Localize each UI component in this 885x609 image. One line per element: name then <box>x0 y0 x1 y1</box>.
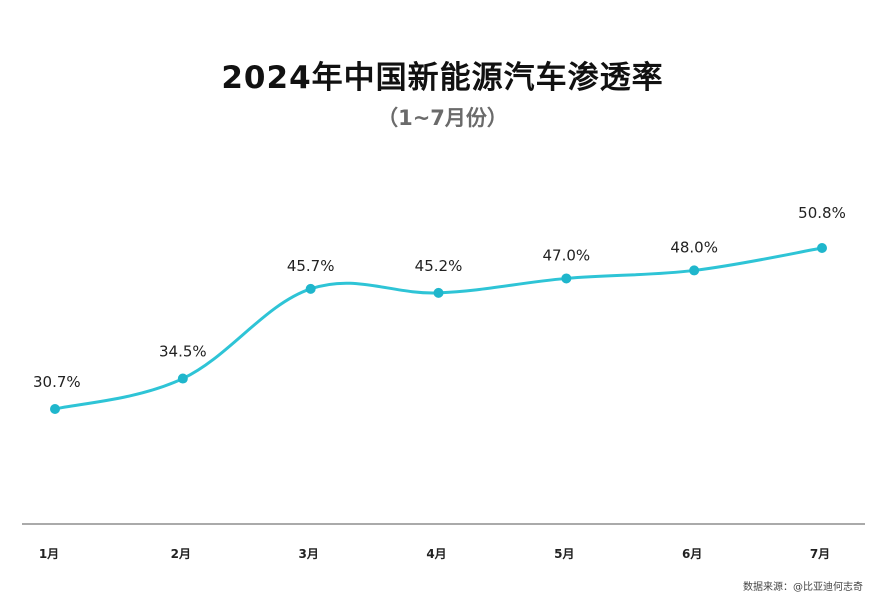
x-tick-label: 4月 <box>426 547 446 561</box>
data-point <box>817 243 827 253</box>
data-point <box>177 373 188 384</box>
data-source-note: 数据来源：@比亚迪何志奇 <box>743 582 863 593</box>
data-labels-layer: 30.7% 34.5% 45.7% 45.2% 47.0% 48.0% 50.8% <box>33 204 846 391</box>
data-point <box>561 273 572 284</box>
x-tick-labels-layer: 1月 2月 3月 4月 5月 6月 7月 <box>39 547 830 561</box>
data-point <box>433 287 444 298</box>
data-label: 45.7% <box>287 257 335 275</box>
data-label: 30.7% <box>33 373 81 391</box>
data-point <box>305 283 316 294</box>
x-tick-label: 7月 <box>810 547 830 561</box>
data-label: 34.5% <box>159 343 207 361</box>
data-label: 50.8% <box>798 204 846 222</box>
data-label: 48.0% <box>670 238 718 256</box>
data-label: 47.0% <box>543 246 591 264</box>
x-tick-label: 5月 <box>554 547 574 561</box>
x-tick-label: 2月 <box>171 547 191 561</box>
data-point <box>50 404 60 414</box>
chart-title: 2024年中国新能源汽车渗透率 <box>221 60 664 96</box>
data-point <box>689 265 700 276</box>
x-tick-label: 6月 <box>682 547 702 561</box>
chart-subtitle: （1~7月份） <box>377 106 508 130</box>
data-label: 45.2% <box>415 257 463 275</box>
x-tick-label: 1月 <box>39 547 59 561</box>
x-tick-label: 3月 <box>298 547 318 561</box>
markers-layer <box>50 243 827 414</box>
